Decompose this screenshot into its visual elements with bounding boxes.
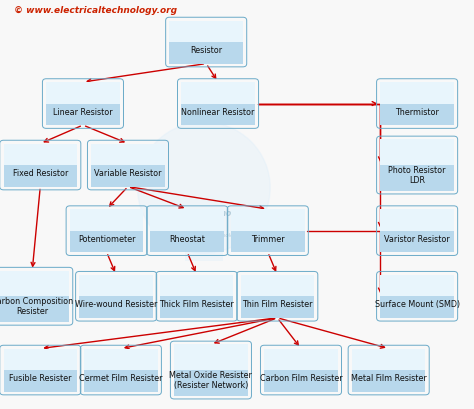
FancyBboxPatch shape [4,144,77,166]
FancyBboxPatch shape [264,370,337,392]
Text: Carbon Film Resister: Carbon Film Resister [260,373,342,382]
Text: Electrical Technology: Electrical Technology [158,208,249,217]
FancyBboxPatch shape [0,271,69,297]
FancyBboxPatch shape [4,348,77,370]
Text: Thick Film Resister: Thick Film Resister [159,300,234,309]
Text: Variable Resistor: Variable Resistor [94,169,162,178]
FancyBboxPatch shape [0,297,69,322]
FancyBboxPatch shape [84,370,157,392]
FancyBboxPatch shape [181,83,255,104]
FancyBboxPatch shape [160,275,233,297]
FancyBboxPatch shape [185,237,223,262]
FancyBboxPatch shape [264,348,337,370]
Text: Surface Mount (SMD): Surface Mount (SMD) [374,300,460,309]
FancyBboxPatch shape [380,275,454,297]
FancyBboxPatch shape [240,297,314,318]
FancyBboxPatch shape [380,231,454,252]
Text: Carbon Composition
Resister: Carbon Composition Resister [0,296,73,315]
FancyBboxPatch shape [79,275,153,297]
FancyBboxPatch shape [380,83,454,104]
FancyBboxPatch shape [174,370,247,396]
FancyBboxPatch shape [70,231,143,252]
FancyBboxPatch shape [352,348,425,370]
Text: Metal Oxide Resister
(Resister Network): Metal Oxide Resister (Resister Network) [170,370,252,389]
FancyBboxPatch shape [380,140,454,166]
FancyBboxPatch shape [169,43,243,64]
Text: Fusible Resister: Fusible Resister [9,373,72,382]
FancyBboxPatch shape [231,231,304,252]
Text: Nonlinear Resistor: Nonlinear Resistor [182,108,255,117]
Text: http://www.electricaltechnology.org/: http://www.electricaltechnology.org/ [154,233,254,238]
Text: Fixed Resistor: Fixed Resistor [13,169,68,178]
FancyBboxPatch shape [79,297,153,318]
Text: Photo Resistor
LDR: Photo Resistor LDR [388,165,446,184]
FancyBboxPatch shape [46,104,119,126]
Ellipse shape [137,123,270,254]
FancyBboxPatch shape [46,83,119,104]
Text: Metal Film Resister: Metal Film Resister [351,373,427,382]
Text: Thermistor: Thermistor [395,108,439,117]
FancyBboxPatch shape [174,344,247,370]
Text: Thin Film Resister: Thin Film Resister [242,300,312,309]
Text: Cermet Film Resister: Cermet Film Resister [79,373,163,382]
Text: © www.electricaltechnology.org: © www.electricaltechnology.org [14,6,177,15]
Text: Resistor: Resistor [190,46,222,55]
FancyBboxPatch shape [70,209,143,231]
Text: Trimmer: Trimmer [251,234,284,243]
FancyBboxPatch shape [91,144,165,166]
FancyBboxPatch shape [4,166,77,187]
Text: Linear Resistor: Linear Resistor [53,108,113,117]
Text: Rheostat: Rheostat [169,234,205,243]
FancyBboxPatch shape [181,104,255,126]
FancyBboxPatch shape [380,166,454,191]
FancyBboxPatch shape [160,297,233,318]
FancyBboxPatch shape [352,370,425,392]
FancyBboxPatch shape [231,209,304,231]
FancyBboxPatch shape [151,209,224,231]
FancyBboxPatch shape [84,348,157,370]
FancyBboxPatch shape [4,370,77,392]
FancyBboxPatch shape [380,297,454,318]
Text: Varistor Resistor: Varistor Resistor [384,234,450,243]
FancyBboxPatch shape [169,21,243,43]
FancyBboxPatch shape [151,231,224,252]
FancyBboxPatch shape [91,166,165,187]
FancyBboxPatch shape [380,209,454,231]
Text: Wire-wound Resister: Wire-wound Resister [75,300,157,309]
Text: Potentiometer: Potentiometer [78,234,136,243]
FancyBboxPatch shape [240,275,314,297]
FancyBboxPatch shape [380,104,454,126]
